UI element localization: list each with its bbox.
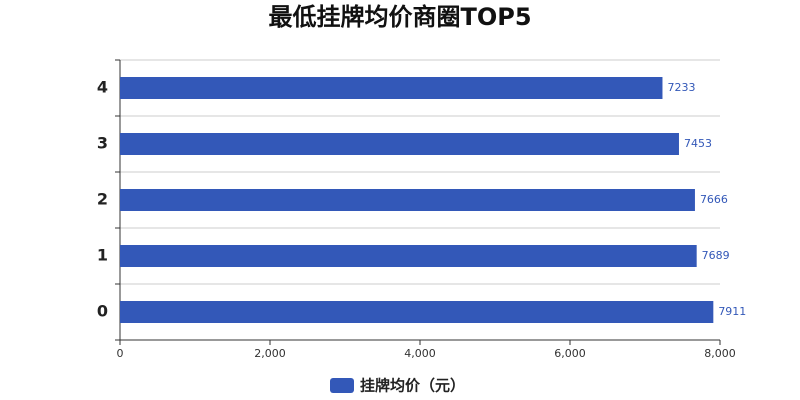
bar: [120, 245, 697, 267]
x-tick-label: 4,000: [404, 347, 436, 360]
bar: [120, 77, 663, 99]
bar: [120, 189, 695, 211]
bar: [120, 301, 714, 323]
y-tick-label: 0: [97, 302, 108, 321]
chart-title: 最低挂牌均价商圈TOP5: [268, 3, 531, 31]
value-label: 7666: [700, 193, 728, 206]
value-label: 7233: [667, 81, 695, 94]
value-label: 7453: [684, 137, 712, 150]
legend-swatch: [330, 378, 354, 393]
value-label: 7911: [718, 305, 746, 318]
y-tick-label: 3: [97, 134, 108, 153]
x-tick-label: 6,000: [554, 347, 586, 360]
bar: [120, 133, 679, 155]
y-tick-label: 2: [97, 190, 108, 209]
value-label: 7689: [702, 249, 730, 262]
y-tick-label: 1: [97, 246, 108, 265]
x-tick-label: 0: [117, 347, 124, 360]
x-tick-label: 8,000: [704, 347, 736, 360]
y-tick-label: 4: [97, 78, 108, 97]
x-tick-label: 2,000: [254, 347, 286, 360]
legend-label: 挂牌均价（元）: [360, 377, 465, 395]
